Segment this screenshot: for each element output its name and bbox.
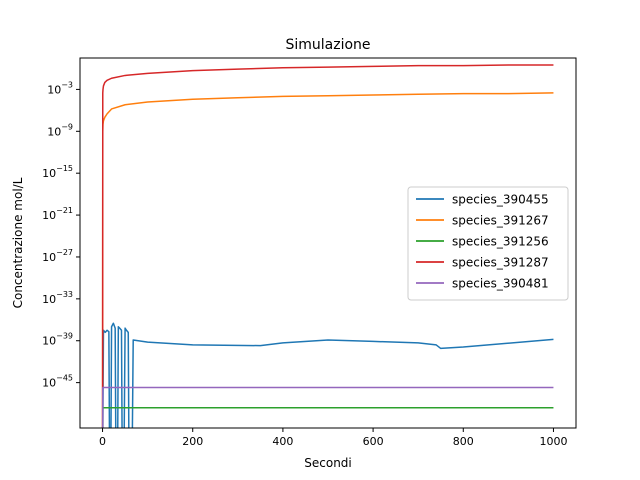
series-layer [101,64,554,428]
y-tick-base: 10 [42,377,56,390]
legend-label: species_391256 [452,235,549,249]
y-tick-exponent: −15 [56,164,73,173]
y-tick-label: 10−39 [42,332,73,348]
x-tick-label: 200 [182,435,203,448]
y-tick-base: 10 [47,125,61,138]
legend-label: species_391287 [452,256,549,270]
series-line-species_391287 [101,64,554,428]
y-tick-exponent: −45 [56,374,73,383]
y-tick-exponent: −39 [56,332,73,341]
y-tick-base: 10 [42,293,56,306]
y-tick-base: 10 [42,209,56,222]
y-tick-base: 10 [42,251,56,264]
y-tick-label: 10−21 [42,206,73,222]
plot-frame [79,57,577,429]
y-tick-base: 10 [42,335,56,348]
x-axis-label: Secondi [304,456,352,470]
legend-label: species_390481 [452,277,549,291]
y-tick-base: 10 [42,167,56,180]
y-tick-exponent: −21 [56,206,73,215]
x-axis: 0 200 400 600 800 1000 [99,428,567,448]
y-tick-exponent: −9 [61,122,73,131]
x-tick-label: 600 [363,435,384,448]
legend-label: species_390455 [452,193,549,207]
y-tick-label: 10−3 [47,80,73,96]
y-tick-base: 10 [47,83,61,96]
x-tick-label: 1000 [539,435,567,448]
x-tick-label: 0 [99,435,106,448]
x-tick-label: 800 [453,435,474,448]
y-tick-exponent: −3 [61,80,73,89]
x-tick-label: 400 [272,435,293,448]
y-axis-label: Concentrazione mol/L [11,177,25,308]
y-tick-label: 10−27 [42,248,73,264]
y-tick-label: 10−33 [42,290,73,306]
y-tick-label: 10−9 [47,122,73,138]
y-tick-exponent: −27 [56,248,73,257]
chart-title: Simulazione [285,37,370,53]
legend: species_390455 species_391267 species_3912… [407,186,569,301]
y-tick-label: 10−15 [42,164,73,180]
y-tick-exponent: −33 [56,290,73,299]
legend-frame [407,186,569,301]
series-line-species_390481 [101,386,554,428]
y-tick-label: 10−45 [42,374,73,390]
legend-label: species_391267 [452,214,549,228]
